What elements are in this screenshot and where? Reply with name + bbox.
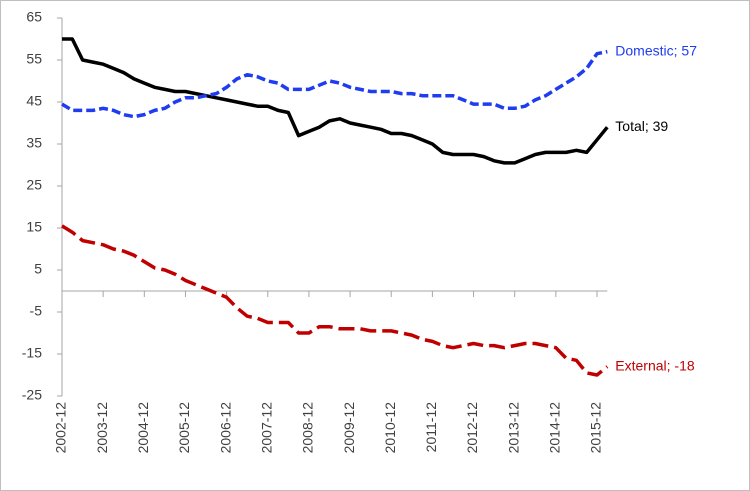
y-tick-label: -25 [22, 387, 42, 403]
x-tick-label: 2010-12 [382, 402, 398, 454]
y-tick-label: 65 [26, 9, 42, 25]
series-line [62, 37, 609, 165]
x-tick-label: 2004-12 [135, 402, 151, 454]
x-tick-label: 2007-12 [258, 402, 274, 454]
y-tick-label: 35 [26, 135, 42, 151]
x-tick-label: 2006-12 [217, 402, 233, 454]
series-line [61, 49, 608, 119]
end-label: External; -18 [615, 357, 695, 373]
y-tick-label: 15 [26, 219, 42, 235]
y-tick-label: 5 [34, 261, 42, 277]
y-tick-label: 25 [26, 177, 42, 193]
x-tick-label: 2003-12 [94, 402, 110, 454]
y-tick-label: 45 [26, 93, 42, 109]
y-tick-label: -5 [30, 303, 43, 319]
x-tick-label: 2013-12 [505, 402, 521, 454]
x-tick-label: 2005-12 [176, 402, 192, 454]
x-tick-label: 2012-12 [464, 402, 480, 454]
x-tick-label: 2008-12 [300, 402, 316, 454]
end-label: Total; 39 [615, 118, 668, 134]
x-tick-label: 2015-12 [588, 402, 604, 454]
y-tick-label: 55 [26, 51, 42, 67]
x-tick-label: 2011-12 [423, 402, 439, 453]
y-tick-label: -15 [22, 345, 42, 361]
x-tick-label: 2014-12 [547, 402, 563, 454]
x-tick-label: 2002-12 [53, 402, 69, 454]
x-tick-label: 2009-12 [341, 402, 357, 454]
series-line [61, 224, 609, 377]
end-label: Domestic; 57 [615, 42, 697, 58]
